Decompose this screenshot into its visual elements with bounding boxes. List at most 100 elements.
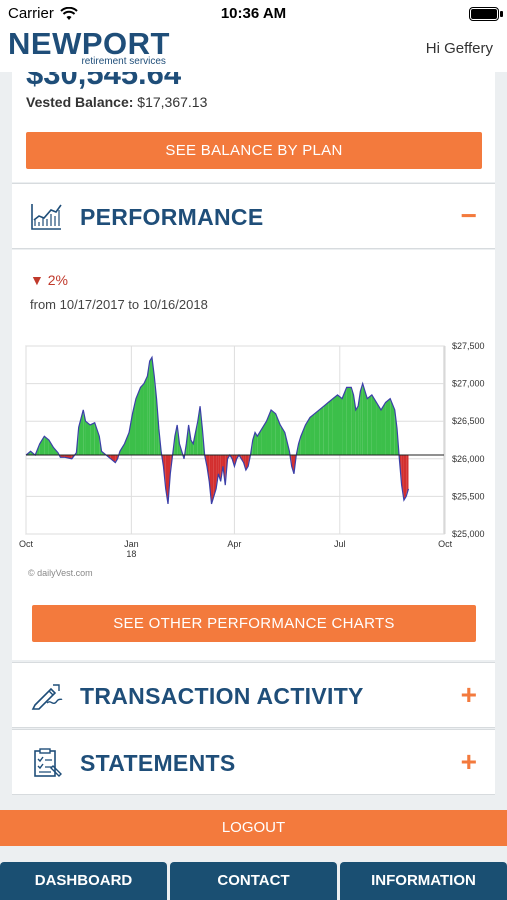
- gain-area: [362, 383, 365, 456]
- loss-area: [406, 455, 409, 497]
- gain-area: [147, 361, 150, 456]
- loss-area: [211, 455, 214, 504]
- loss-area: [110, 455, 116, 463]
- balance-card: $30,545.64 Vested Balance: $17,367.13 SE…: [12, 72, 495, 182]
- logout-button[interactable]: LOGOUT: [0, 810, 507, 846]
- transaction-activity-section-header[interactable]: TRANSACTION ACTIVITY +: [12, 662, 495, 728]
- y-tick-label: $26,000: [452, 454, 485, 464]
- gain-area: [298, 436, 301, 456]
- line-chart-icon: [31, 204, 62, 230]
- y-tick-label: $27,000: [452, 379, 485, 389]
- gain-area: [280, 424, 285, 456]
- bottom-tab-bar: DASHBOARD CONTACT INFORMATION: [0, 862, 507, 900]
- vested-label: Vested Balance:: [26, 94, 134, 110]
- gain-area: [342, 387, 347, 456]
- gain-area: [337, 394, 343, 456]
- gain-area: [351, 387, 354, 456]
- gain-area: [346, 387, 352, 456]
- tab-contact[interactable]: CONTACT: [170, 862, 337, 900]
- loss-area: [209, 455, 212, 504]
- chart-credit: © dailyVest.com: [28, 568, 93, 578]
- gain-area: [300, 424, 306, 456]
- gain-area: [390, 398, 395, 456]
- gain-area: [255, 432, 258, 456]
- loss-area: [216, 455, 219, 489]
- gain-area: [140, 383, 144, 456]
- loss-area: [204, 455, 207, 467]
- gain-area: [149, 357, 152, 456]
- clipboard-checklist-icon: [34, 748, 62, 777]
- x-tick-label-year: 18: [126, 549, 136, 559]
- status-bar: Carrier 10:36 AM: [0, 0, 507, 28]
- change-value: 2%: [47, 272, 68, 288]
- gain-area: [319, 406, 324, 456]
- gain-area: [355, 406, 359, 456]
- gain-area: [124, 432, 130, 456]
- app-header: NEWPORT retirement services Hi Geffery: [0, 28, 507, 72]
- gain-area: [135, 387, 141, 456]
- y-tick-label: $25,000: [452, 529, 485, 539]
- carrier-label: Carrier: [8, 5, 54, 22]
- vested-value: $17,367.13: [137, 94, 208, 110]
- performance-panel: ▼ 2% from 10/17/2017 to 10/16/2018 $27,5…: [12, 250, 495, 660]
- gain-area: [385, 398, 391, 456]
- gain-area: [39, 436, 45, 456]
- gain-area: [143, 376, 148, 456]
- tab-dashboard[interactable]: DASHBOARD: [0, 862, 167, 900]
- see-other-performance-charts-button[interactable]: SEE OTHER PERFORMANCE CHARTS: [32, 605, 476, 642]
- performance-date-range: from 10/17/2017 to 10/16/2018: [30, 297, 208, 312]
- x-tick-label: Oct: [438, 539, 453, 549]
- gain-area: [90, 422, 95, 456]
- clock: 10:36 AM: [220, 5, 287, 22]
- performance-title: PERFORMANCE: [80, 204, 264, 230]
- loss-area: [401, 455, 404, 501]
- gain-area: [266, 409, 272, 456]
- performance-chart: $27,500 $27,000 $26,500 $26,000 $25,500 $25,0…: [19, 341, 485, 578]
- collapse-icon[interactable]: −: [460, 200, 477, 231]
- gain-area: [364, 391, 368, 456]
- gain-area: [129, 413, 133, 456]
- total-balance: $30,545.64: [26, 72, 182, 91]
- gain-area: [310, 413, 315, 456]
- loss-area: [213, 455, 217, 497]
- loss-area: [293, 455, 297, 474]
- expand-icon[interactable]: +: [460, 746, 477, 777]
- gain-area: [381, 402, 386, 456]
- gain-area: [275, 413, 281, 456]
- performance-section-header[interactable]: PERFORMANCE −: [12, 183, 495, 249]
- x-tick-label: Jul: [334, 539, 346, 549]
- y-tick-label: $27,500: [452, 341, 485, 351]
- gain-area: [261, 421, 267, 456]
- gain-area: [371, 394, 377, 456]
- transaction-activity-title: TRANSACTION ACTIVITY: [80, 683, 364, 709]
- newport-logo[interactable]: NEWPORT retirement services: [8, 26, 170, 68]
- x-tick-label: Jan: [124, 539, 139, 549]
- see-balance-by-plan-button[interactable]: SEE BALANCE BY PLAN: [26, 132, 482, 169]
- user-greeting: Hi Geffery: [425, 40, 493, 57]
- gain-area: [376, 402, 382, 456]
- x-tick-label: Apr: [227, 539, 241, 549]
- gain-area: [358, 391, 361, 456]
- pen-signature-icon: [31, 684, 63, 710]
- carrier: Carrier: [8, 5, 78, 22]
- gain-area: [367, 394, 372, 456]
- gain-area: [48, 440, 54, 456]
- gain-area: [394, 409, 398, 456]
- gain-area: [94, 422, 100, 456]
- x-tick-label: Oct: [19, 539, 34, 549]
- gain-area: [200, 406, 203, 456]
- statements-section-header[interactable]: STATEMENTS +: [12, 729, 495, 795]
- down-arrow-icon: ▼: [30, 272, 44, 288]
- y-tick-label: $26,500: [452, 416, 485, 426]
- gain-area: [328, 398, 333, 456]
- gain-area: [44, 436, 49, 456]
- expand-icon[interactable]: +: [460, 679, 477, 710]
- gain-area: [85, 421, 91, 456]
- battery-icon: [469, 7, 503, 21]
- value-line: [25, 355, 410, 505]
- gain-area: [271, 409, 276, 456]
- tab-information[interactable]: INFORMATION: [340, 862, 507, 900]
- gain-area: [323, 402, 329, 456]
- gain-area: [332, 394, 338, 456]
- logo-wordmark: NEWPORT: [8, 26, 170, 61]
